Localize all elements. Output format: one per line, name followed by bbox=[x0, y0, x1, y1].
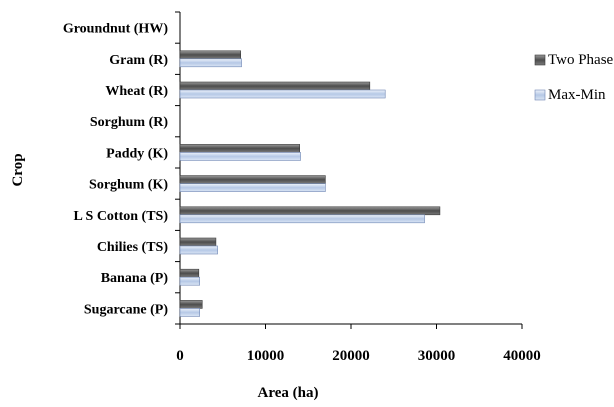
bar-max-min bbox=[179, 183, 326, 192]
x-axis-title: Area (ha) bbox=[258, 385, 319, 401]
bar-two-phase bbox=[179, 81, 371, 91]
y-tick-label: Paddy (K) bbox=[106, 146, 168, 161]
y-tick-label: Sugarcane (P) bbox=[84, 302, 168, 317]
legend-swatch-two-phase bbox=[534, 54, 546, 66]
bar-two-phase bbox=[179, 175, 326, 184]
bar-max-min bbox=[179, 308, 200, 317]
x-tick-label: 30000 bbox=[418, 348, 456, 364]
x-tick-label: 40000 bbox=[503, 348, 541, 364]
bar-two-phase bbox=[179, 268, 200, 278]
bar-max-min bbox=[179, 58, 242, 68]
y-tick-label: Chilies (TS) bbox=[97, 240, 169, 255]
bar-two-phase bbox=[179, 206, 441, 216]
bar-max-min bbox=[179, 152, 301, 161]
y-tick-label: L S Cotton (TS) bbox=[73, 209, 168, 224]
y-tick-label: Banana (P) bbox=[101, 271, 169, 286]
y-tick-label: Sorghum (K) bbox=[89, 178, 168, 193]
y-tick-label: Groundnut (HW) bbox=[63, 22, 168, 37]
y-tick-label: Gram (R) bbox=[109, 53, 168, 68]
legend-label-two-phase: Two Phase bbox=[548, 52, 614, 68]
bar-max-min bbox=[179, 245, 218, 255]
bar-two-phase bbox=[179, 300, 203, 309]
y-tick-label: Sorghum (R) bbox=[90, 115, 169, 130]
x-tick-label: 10000 bbox=[247, 348, 285, 364]
bar-max-min bbox=[179, 276, 200, 286]
legend-swatch-max-min bbox=[534, 89, 546, 101]
bar-two-phase bbox=[179, 50, 242, 60]
bar-max-min bbox=[179, 214, 425, 224]
legend-label-max-min: Max-Min bbox=[548, 87, 606, 103]
bar-max-min bbox=[179, 89, 386, 99]
x-tick-label: 0 bbox=[176, 348, 184, 364]
y-tick-label: Wheat (R) bbox=[105, 84, 168, 99]
y-axis-title: Crop bbox=[10, 153, 26, 186]
bar-two-phase bbox=[179, 237, 217, 247]
bar-two-phase bbox=[179, 144, 300, 153]
x-tick-label: 20000 bbox=[332, 348, 370, 364]
